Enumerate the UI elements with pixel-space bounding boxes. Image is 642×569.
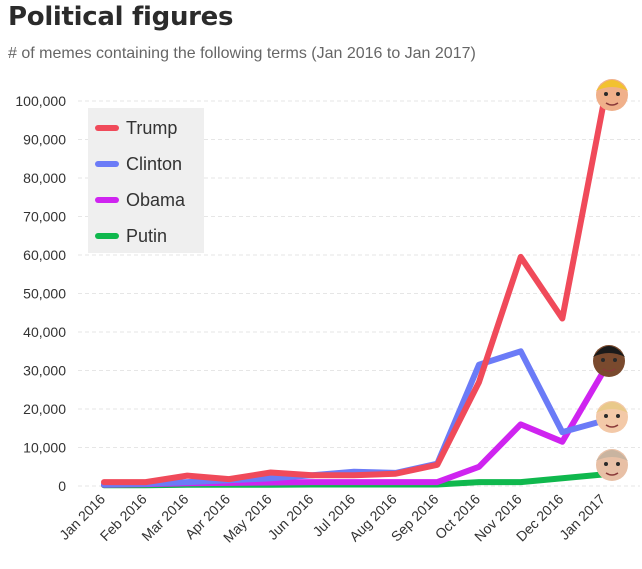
series-lines	[101, 98, 607, 489]
y-tick-label: 40,000	[23, 324, 66, 340]
y-tick-label: 30,000	[23, 363, 66, 379]
x-tick-label: Jan 2017	[556, 491, 608, 543]
trump-face-icon	[596, 79, 628, 111]
legend-label-clinton: Clinton	[126, 154, 182, 174]
y-axis-ticks: 0 10,000 20,000 30,000 40,000 50,000 60,000 70,…	[15, 93, 66, 494]
chart-title: Political figures	[8, 2, 234, 32]
legend: Trump Clinton Obama Putin	[88, 108, 204, 253]
series-line-clinton	[101, 348, 607, 488]
obama-face-icon	[596, 401, 628, 433]
x-tick-label: Jun 2016	[264, 491, 316, 543]
putin-face-icon	[596, 449, 628, 481]
series-line-trump	[101, 98, 607, 486]
y-tick-label: 70,000	[23, 209, 66, 225]
series-end-icons	[593, 79, 628, 481]
clinton-face-icon	[593, 345, 625, 377]
y-tick-label: 100,000	[15, 93, 66, 109]
legend-label-trump: Trump	[126, 118, 177, 138]
y-tick-label: 20,000	[23, 401, 66, 417]
y-tick-label: 80,000	[23, 170, 66, 186]
y-tick-label: 10,000	[23, 440, 66, 456]
chart-subtitle: # of memes containing the following term…	[8, 45, 476, 62]
series-line-obama	[101, 367, 607, 488]
y-tick-label: 50,000	[23, 286, 66, 302]
y-tick-label: 90,000	[23, 132, 66, 148]
legend-background	[88, 108, 204, 253]
legend-label-putin: Putin	[126, 226, 167, 246]
y-tick-label: 60,000	[23, 247, 66, 263]
y-tick-label: 0	[58, 478, 66, 494]
legend-label-obama: Obama	[126, 190, 186, 210]
